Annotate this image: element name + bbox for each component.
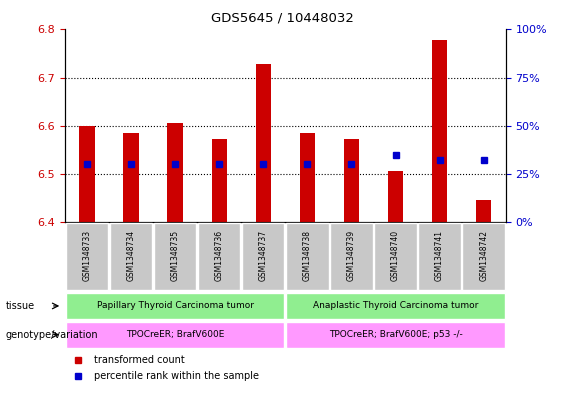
Bar	[123, 133, 139, 222]
Text: GDS5645 / 10448032: GDS5645 / 10448032	[211, 12, 354, 25]
Bar	[476, 200, 492, 222]
Bar	[198, 223, 240, 290]
Text: GSM1348740: GSM1348740	[391, 230, 400, 281]
Bar	[154, 223, 196, 290]
Text: GSM1348733: GSM1348733	[82, 230, 92, 281]
Bar	[344, 139, 359, 222]
Bar	[167, 123, 183, 222]
Text: GSM1348735: GSM1348735	[171, 230, 180, 281]
Text: GSM1348738: GSM1348738	[303, 230, 312, 281]
Text: percentile rank within the sample: percentile rank within the sample	[94, 371, 259, 381]
Text: TPOCreER; BrafV600E; p53 -/-: TPOCreER; BrafV600E; p53 -/-	[329, 330, 462, 338]
Text: GSM1348742: GSM1348742	[479, 230, 488, 281]
Text: TPOCreER; BrafV600E: TPOCreER; BrafV600E	[126, 330, 224, 338]
Bar	[432, 40, 447, 222]
Bar	[211, 139, 227, 222]
Text: GSM1348737: GSM1348737	[259, 230, 268, 281]
Bar	[66, 223, 108, 290]
Text: GSM1348734: GSM1348734	[127, 230, 136, 281]
Text: transformed count: transformed count	[94, 354, 184, 365]
Bar	[110, 223, 152, 290]
Bar	[66, 293, 284, 319]
Bar	[388, 171, 403, 222]
Bar	[375, 223, 416, 290]
Bar	[79, 126, 95, 222]
Bar	[66, 322, 284, 347]
Text: GSM1348736: GSM1348736	[215, 230, 224, 281]
Bar	[242, 223, 284, 290]
Bar	[419, 223, 460, 290]
Bar	[286, 322, 505, 347]
Text: Anaplastic Thyroid Carcinoma tumor: Anaplastic Thyroid Carcinoma tumor	[313, 301, 478, 310]
Bar	[286, 223, 328, 290]
Bar	[331, 223, 372, 290]
Text: Papillary Thyroid Carcinoma tumor: Papillary Thyroid Carcinoma tumor	[97, 301, 254, 310]
Bar	[299, 133, 315, 222]
Text: GSM1348741: GSM1348741	[435, 230, 444, 281]
Text: genotype/variation: genotype/variation	[6, 330, 98, 340]
Bar	[463, 223, 505, 290]
Text: tissue: tissue	[6, 301, 35, 311]
Bar	[286, 293, 505, 319]
Text: GSM1348739: GSM1348739	[347, 230, 356, 281]
Bar	[255, 64, 271, 222]
